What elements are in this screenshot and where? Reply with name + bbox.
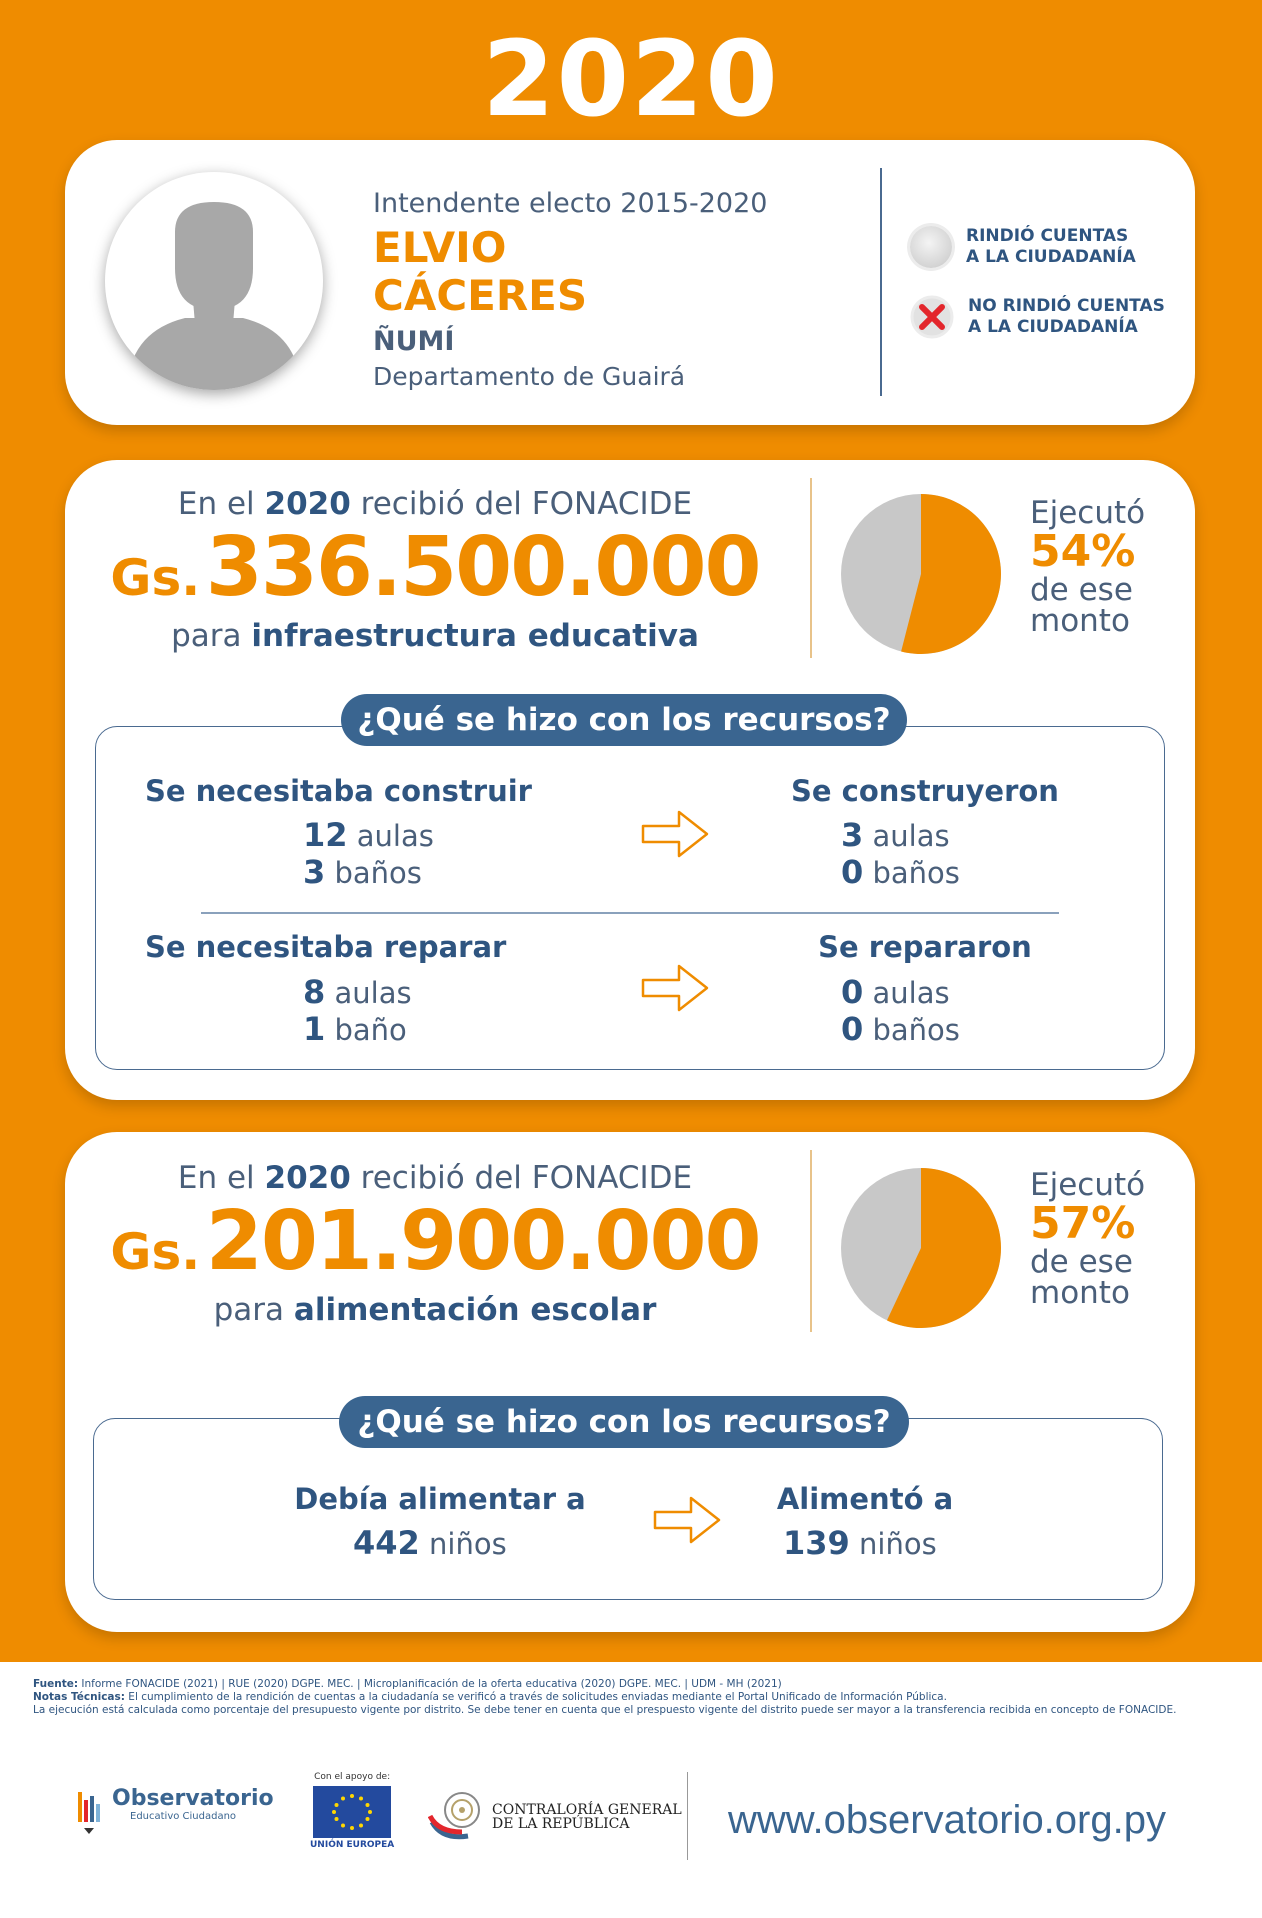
observatorio-title: Observatorio: [112, 1786, 274, 1811]
built-banos: 0 baños: [841, 853, 960, 891]
notes-line: Notas Técnicas: El cumplimiento de la re…: [33, 1691, 947, 1703]
observatorio-subtitle: Educativo Ciudadano: [130, 1811, 237, 1822]
bar-chart-icon: [78, 1792, 100, 1834]
legend-rendered-line-2: A LA CIUDADANÍA: [966, 247, 1136, 267]
source-line: Fuente: Informe FONACIDE (2021) | RUE (2…: [33, 1678, 782, 1690]
legend-rendered: RINDIÓ CUENTAS A LA CIUDADANÍA: [910, 226, 1136, 268]
food-question-pill: ¿Qué se hizo con los recursos?: [339, 1396, 909, 1448]
infra-purpose: para infraestructura educativa: [171, 618, 699, 654]
exec-rest-2: monto: [1030, 1275, 1130, 1311]
food-execution: Ejecutó 57% de ese monto: [1030, 1170, 1145, 1309]
need-build-banos: 3 baños: [303, 853, 422, 891]
year-title: 2020: [482, 18, 780, 140]
profile-card: Intendente electo 2015-2020 ELVIO CÁCERE…: [65, 140, 1195, 425]
exec-rest-2: monto: [1030, 603, 1130, 639]
seal-icon: [428, 1792, 480, 1840]
department-name: Departamento de Guairá: [373, 362, 686, 391]
infra-question-pill: ¿Qué se hizo con los recursos?: [341, 694, 907, 746]
fed-value: 139 niños: [783, 1524, 937, 1562]
need-repair-aulas: 8 aulas: [303, 973, 412, 1011]
infra-heading: En el 2020 recibió del FONACIDE: [177, 486, 693, 522]
arrow-right-icon: [641, 810, 709, 858]
city-name: ÑUMÍ: [373, 326, 455, 357]
exec-percentage: 57%: [1030, 1198, 1136, 1249]
built-heading: Se construyeron: [791, 774, 1059, 808]
cgr-line-1: CONTRALORÍA GENERAL: [492, 1802, 682, 1818]
name-line-1: ELVIO: [373, 223, 507, 272]
exec-rest-1: de ese: [1030, 572, 1133, 608]
eu-label: UNIÓN EUROPEA: [310, 1840, 395, 1850]
exec-percentage: 54%: [1030, 526, 1136, 577]
exec-rest-1: de ese: [1030, 1244, 1133, 1280]
legend-not-rendered-line-1: NO RINDIÓ CUENTAS: [968, 296, 1165, 316]
legend-rendered-line-1: RINDIÓ CUENTAS: [966, 226, 1129, 246]
should-feed-heading: Debía alimentar a: [294, 1482, 586, 1516]
fed-heading: Alimentó a: [776, 1482, 954, 1516]
observatorio-logo: Observatorio Educativo Ciudadano: [78, 1788, 274, 1838]
food-pie-chart: [841, 1168, 1001, 1328]
arrow-right-icon: [653, 1496, 721, 1544]
exec-label: Ejecutó: [1030, 495, 1146, 531]
built-aulas: 3 aulas: [841, 816, 950, 854]
name-line-2: CÁCERES: [373, 271, 588, 320]
website-link[interactable]: www.observatorio.org.py: [728, 1798, 1166, 1842]
divider: [810, 478, 812, 658]
repaired-aulas: 0 aulas: [841, 973, 950, 1011]
repaired-banos: 0 baños: [841, 1010, 960, 1048]
infra-execution: Ejecutó 54% de ese monto: [1030, 498, 1145, 637]
notes-line-2: La ejecución está calculada como porcent…: [33, 1704, 1177, 1716]
divider: [810, 1150, 812, 1332]
should-feed-value: 442 niños: [353, 1524, 507, 1562]
food-purpose: para alimentación escolar: [213, 1292, 657, 1328]
pie-executed-slice: [886, 1168, 1001, 1328]
eu-support-text: Con el apoyo de:: [314, 1772, 391, 1782]
need-repair-banos: 1 baño: [303, 1010, 407, 1048]
pie-executed-slice: [901, 494, 1001, 654]
food-heading: En el 2020 recibió del FONACIDE: [177, 1160, 693, 1196]
person-silhouette-icon: [127, 202, 301, 390]
divider: [687, 1772, 688, 1860]
x-circle-icon: [910, 295, 954, 339]
mayor-name: ELVIO CÁCERES: [373, 224, 587, 320]
footer-notes: Fuente: Informe FONACIDE (2021) | RUE (2…: [33, 1678, 1233, 1717]
infra-amount: Gs. 336.500.000: [110, 520, 761, 615]
arrow-right-icon: [641, 964, 709, 1012]
repaired-heading: Se repararon: [818, 930, 1032, 964]
role-label: Intendente electo 2015-2020: [373, 188, 768, 219]
food-card: En el 2020 recibió del FONACIDE Gs. 201.…: [65, 1132, 1195, 1632]
eu-flag-icon: [313, 1786, 392, 1838]
legend-not-rendered: NO RINDIÓ CUENTAS A LA CIUDADANÍA: [910, 295, 1165, 339]
food-amount: Gs. 201.900.000: [110, 1194, 761, 1289]
legend-not-rendered-line-2: A LA CIUDADANÍA: [968, 317, 1138, 337]
infrastructure-card: En el 2020 recibió del FONACIDE Gs. 336.…: [65, 460, 1195, 1100]
need-build-aulas: 12 aulas: [303, 816, 434, 854]
infra-pie-chart: [841, 494, 1001, 654]
need-repair-heading: Se necesitaba reparar: [145, 930, 507, 964]
exec-label: Ejecutó: [1030, 1167, 1146, 1203]
avatar: [105, 172, 323, 390]
contraloria-logo: CONTRALORÍA GENERAL DE LA REPÚBLICA: [428, 1788, 682, 1846]
eu-logo: Con el apoyo de: UNIÓN EUROPEA: [310, 1772, 394, 1850]
divider: [201, 912, 1059, 914]
cgr-line-2: DE LA REPÚBLICA: [492, 1816, 630, 1832]
need-build-heading: Se necesitaba construir: [145, 774, 532, 808]
divider: [880, 168, 882, 396]
empty-circle-icon: [910, 226, 952, 268]
logo-bar: Observatorio Educativo Ciudadano Con el …: [0, 1760, 1262, 1870]
